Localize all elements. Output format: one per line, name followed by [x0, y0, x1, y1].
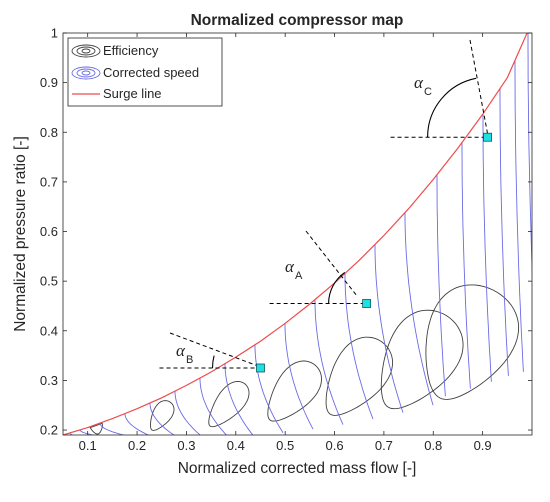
- corrected-speed-line: [374, 244, 404, 413]
- x-tick-label: 0.3: [177, 438, 195, 453]
- operating-point-A: [362, 299, 372, 308]
- axes-layer: [62, 32, 533, 436]
- x-tick-label: 0.9: [474, 438, 492, 453]
- corrected-speed-line: [436, 174, 446, 397]
- y-axis-label: Normalized pressure ratio [-]: [12, 136, 29, 332]
- angle-subscript-C: C: [424, 86, 432, 98]
- corrected-speed-line: [254, 344, 284, 433]
- angle-subscript-B: B: [186, 354, 193, 366]
- corrected-speed-line: [482, 113, 492, 382]
- point-B-tangent: [169, 332, 259, 367]
- corrected-speed-line: [174, 391, 201, 435]
- legend-label-surge-line: Surge line: [103, 86, 162, 101]
- angle-label-C: α: [414, 73, 424, 92]
- corrected-speed-line: [514, 60, 524, 372]
- efficiency-contour: [150, 400, 175, 431]
- x-tick-label: 0.1: [79, 438, 97, 453]
- legend-label-efficiency: Efficiency: [103, 43, 159, 58]
- annotation-layer: α Bα Aα C: [159, 39, 492, 373]
- corrected-speed-line: [314, 299, 344, 425]
- x-tick-label: 0.2: [128, 438, 146, 453]
- corrected-speed-line: [69, 432, 74, 435]
- plot-layer: [63, 33, 532, 435]
- plot-frame: [62, 32, 533, 436]
- legend-icon-corrected-speed: [71, 66, 101, 80]
- corrected-speed-line: [461, 142, 471, 389]
- y-tick-label: 0.5: [40, 274, 58, 289]
- efficiency-contour: [89, 422, 103, 435]
- corrected-speed-line: [199, 378, 227, 435]
- y-tick-label: 0.7: [40, 174, 58, 189]
- x-tick-label: 0.6: [325, 438, 343, 453]
- legend-icons: [71, 44, 101, 95]
- y-tick-label: 0.3: [40, 373, 58, 388]
- efficiency-contour: [325, 336, 394, 416]
- legend-icon-efficiency: [71, 44, 101, 58]
- efficiency-contour: [208, 381, 250, 428]
- corrected-speed-line: [344, 273, 374, 420]
- x-tick-label: 0.4: [227, 438, 245, 453]
- point-A-angle-arc: [328, 271, 346, 304]
- corrected-speed-line: [284, 323, 314, 430]
- ticks-layer: 0.1 0.2 0.3 0.4 0.5 0.6 0.7 0.8 0.9 0.2 0.3 0.4 0.5 0…: [40, 26, 532, 453]
- efficiency-contour: [267, 360, 322, 422]
- point-C-tangent: [469, 39, 489, 137]
- x-tick-label: 0.5: [276, 438, 294, 453]
- efficiency-contour: [380, 309, 464, 410]
- angle-label-A: α: [285, 257, 295, 276]
- corrected-speed-line: [99, 423, 126, 435]
- legend-label-corrected-speed: Corrected speed: [103, 65, 199, 80]
- x-tick-label: 0.7: [375, 438, 393, 453]
- y-tick-label: 0.4: [40, 323, 58, 338]
- plot-area: [63, 33, 532, 435]
- angle-subscript-A: A: [295, 270, 303, 282]
- y-tick-label: 0.6: [40, 224, 58, 239]
- chart-title: Normalized compressor map: [191, 12, 404, 29]
- operating-point-C: [483, 132, 492, 142]
- point-C-angle-arc: [427, 77, 477, 138]
- legend-icon-efficiency: [76, 46, 96, 56]
- y-tick-label: 0.9: [40, 75, 58, 90]
- y-tick-label: 1: [51, 26, 58, 41]
- corrected-speed-line: [527, 33, 532, 278]
- surge-line: [63, 33, 528, 435]
- corrected-speed-line: [499, 88, 509, 376]
- x-axis-label: Normalized corrected mass flow [-]: [178, 460, 417, 477]
- x-tick-label: 0.8: [424, 438, 442, 453]
- corrected-speed-line: [404, 212, 434, 406]
- legend-icon-corrected-speed: [76, 68, 96, 78]
- y-tick-label: 0.8: [40, 125, 58, 140]
- legend-icon-efficiency: [81, 48, 91, 54]
- point-B-angle-arc: [211, 355, 215, 369]
- y-tick-label: 0.2: [40, 423, 58, 438]
- operating-point-B: [256, 363, 265, 373]
- corrected-speed-line: [79, 429, 96, 435]
- corrected-speed-line: [124, 413, 150, 435]
- corrected-speed-line: [149, 403, 175, 435]
- angle-label-B: α: [176, 341, 186, 360]
- corrected-speed-line: [224, 363, 254, 435]
- efficiency-contour: [425, 284, 520, 400]
- legend: Efficiency Corrected speed Surge line: [67, 37, 223, 107]
- legend-icon-corrected-speed: [81, 70, 91, 76]
